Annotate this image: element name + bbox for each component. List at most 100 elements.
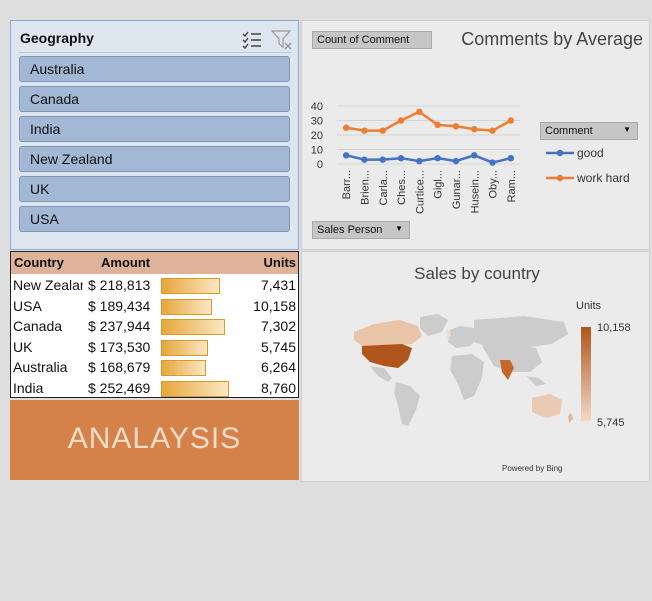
slicer-item-uk[interactable]: UK — [19, 176, 290, 202]
amount-data-bar-track — [161, 278, 231, 294]
cell-country: UK — [13, 338, 33, 355]
map-legend-title: Units — [576, 300, 602, 312]
data-point — [379, 156, 386, 163]
data-point — [507, 155, 515, 162]
cell-amount: $ 252,469 — [88, 379, 151, 396]
slicer-item-canada[interactable]: Canada — [19, 86, 290, 112]
world-map — [354, 314, 573, 426]
cell-country: Canada — [13, 318, 63, 334]
legend-swatch-marker — [556, 174, 564, 182]
amount-data-bar-track — [161, 298, 231, 315]
cell-amount: $ 237,944 — [88, 318, 151, 334]
x-tick-label: Husein... — [469, 170, 481, 213]
map-title: Sales by country — [414, 264, 540, 283]
line-chart-svg: 0 10 20 30 40 Barr... Brien... Carla... Ches...… — [311, 101, 630, 214]
slicer-item-australia[interactable]: Australia — [19, 56, 290, 82]
amount-data-bar-track — [161, 339, 231, 356]
slicer-item-usa[interactable]: USA — [19, 206, 290, 232]
data-point — [507, 117, 515, 124]
amount-data-bar — [161, 298, 213, 315]
analysis-banner: ANALAYSIS — [10, 400, 299, 480]
map-greenland — [420, 314, 448, 336]
amount-data-bar-track — [161, 360, 231, 376]
header-units: Units — [263, 255, 297, 270]
x-tick-label: Ches... — [396, 170, 408, 205]
cell-amount: $ 173,530 — [88, 338, 151, 355]
x-tick-label: Oby... — [488, 170, 500, 199]
data-point — [434, 121, 441, 129]
slicer-title: Geography — [20, 30, 94, 46]
data-point — [452, 157, 460, 165]
y-tick-label: 0 — [317, 159, 323, 171]
amount-data-bar-track — [161, 319, 231, 335]
map-canada — [354, 320, 422, 346]
table-row: Canada $ 237,944 7,302 — [11, 316, 298, 337]
values-field-button[interactable]: Count of Comment — [312, 31, 432, 49]
data-point — [434, 155, 441, 162]
map-south-america — [394, 382, 420, 426]
legend-field-label: Comment — [545, 125, 593, 137]
map-new-zealand — [568, 413, 573, 423]
cell-units: 7,431 — [260, 277, 296, 293]
map-uk — [446, 330, 451, 338]
banner-text: ANALAYSIS — [67, 422, 242, 455]
y-tick-label: 40 — [311, 101, 323, 113]
dropdown-icon: ▼ — [623, 125, 631, 134]
series-line — [345, 153, 512, 164]
data-point — [397, 117, 405, 124]
cell-units: 10,158 — [253, 297, 296, 314]
map-russia — [474, 316, 568, 348]
sales-table: Country Amount Units New Zealand $ 218,81… — [10, 251, 299, 398]
x-tick-label: Gunar... — [451, 170, 463, 209]
map-chart-panel[interactable]: Sales by country Units 10,158 5,745 Powe… — [301, 251, 650, 482]
dropdown-icon: ▼ — [395, 224, 403, 233]
slicer-item-new-zealand[interactable]: New Zealand — [19, 146, 290, 172]
cell-units: 6,264 — [260, 359, 296, 375]
legend-entry: good — [577, 146, 604, 160]
table-row: New Zealand $ 218,813 7,431 — [11, 275, 298, 296]
map-usa — [362, 344, 412, 368]
multi-select-icon[interactable] — [241, 29, 263, 51]
data-point — [361, 156, 368, 163]
clear-filter-icon[interactable] — [271, 29, 293, 51]
powered-by-bing: Powered by Bing — [502, 464, 563, 473]
cell-units: 8,760 — [260, 379, 296, 396]
map-asia — [482, 344, 542, 372]
cell-country: Australia — [13, 359, 68, 375]
data-point — [416, 108, 423, 116]
data-point — [452, 123, 460, 130]
table-row: USA $ 189,434 10,158 — [11, 296, 298, 317]
data-point — [416, 157, 423, 165]
table-row: UK $ 173,530 5,745 — [11, 337, 298, 358]
cell-country: New Zealand — [13, 277, 83, 293]
y-tick-label: 30 — [311, 116, 323, 128]
axis-field-label: Sales Person — [317, 224, 383, 236]
map-europe — [448, 326, 478, 348]
y-tick-label: 20 — [311, 130, 323, 142]
legend-swatch-marker — [556, 149, 564, 157]
series-line — [345, 110, 512, 132]
map-mexico — [370, 366, 392, 382]
geography-slicer: Geography Australia Canada India New Zea… — [10, 20, 299, 250]
legend-field-button[interactable]: Comment ▼ — [540, 122, 638, 140]
x-tick-label: Brien... — [359, 170, 371, 205]
axis-field-button[interactable]: Sales Person ▼ — [312, 221, 410, 239]
cell-country: India — [13, 379, 44, 396]
line-chart-panel[interactable]: Count of Comment Comments by Average 0 10… — [301, 20, 650, 250]
chart-title: Comments by Average — [461, 29, 643, 49]
map-legend-max: 10,158 — [597, 322, 631, 334]
header-amount: Amount — [101, 255, 151, 270]
slicer-item-india[interactable]: India — [19, 116, 290, 142]
x-tick-label: Ram... — [506, 170, 518, 202]
data-point — [342, 124, 350, 131]
map-australia — [532, 394, 562, 418]
cell-amount: $ 189,434 — [88, 297, 151, 314]
table-header: Country Amount Units — [11, 252, 298, 274]
data-point — [379, 127, 386, 134]
x-tick-label: Barr... — [341, 170, 353, 199]
map-india — [500, 360, 514, 380]
header-country: Country — [14, 255, 64, 270]
data-point — [489, 159, 496, 166]
table-row: India $ 252,469 8,760 — [11, 378, 298, 399]
data-point — [342, 152, 350, 159]
